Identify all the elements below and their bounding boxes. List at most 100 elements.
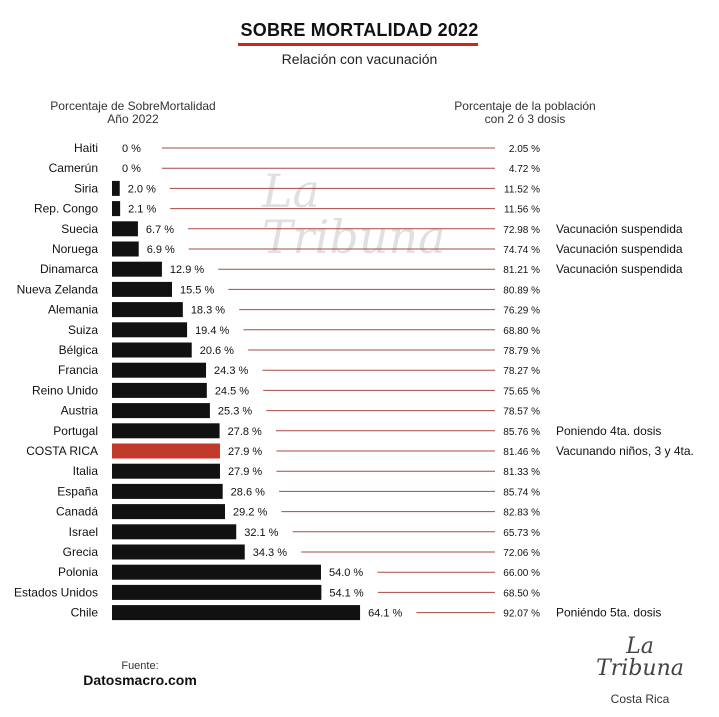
category-label: Bélgica: [59, 343, 99, 357]
mortality-bar: [112, 342, 192, 358]
vaccination-value-label: 80.89 %: [503, 285, 540, 296]
category-label: Chile: [71, 606, 99, 620]
mortality-bar: [112, 362, 207, 378]
category-label: Portugal: [53, 424, 98, 438]
mortality-bar: [112, 584, 322, 600]
mortality-bar: [112, 564, 321, 580]
mortality-bar: [112, 302, 183, 318]
mortality-value-label: 2.0 %: [128, 183, 156, 195]
page-title: SOBRE MORTALIDAD 2022: [240, 20, 479, 40]
category-label: España: [57, 484, 98, 498]
mortality-bar: [112, 524, 237, 540]
category-label: Siria: [74, 181, 98, 195]
mortality-value-label: 54.1 %: [329, 587, 363, 599]
category-label: Noruega: [52, 242, 98, 256]
publisher-logo: La Tribuna: [580, 636, 700, 680]
mortality-value-label: 12.9 %: [170, 264, 204, 276]
mortality-bar: [112, 483, 223, 499]
row-note: Vacunación suspendida: [556, 242, 683, 256]
vaccination-value-label: 68.50 %: [503, 588, 540, 599]
category-label: Rep. Congo: [34, 202, 98, 216]
mortality-bar: [112, 605, 361, 621]
vaccination-value-label: 66.00 %: [503, 568, 540, 579]
category-label: Italia: [73, 464, 99, 478]
row-note: Vacunando niños, 3 y 4ta.: [556, 444, 694, 458]
category-label: Reino Unido: [32, 383, 98, 397]
category-label: Suiza: [68, 323, 98, 337]
category-label: COSTA RICA: [26, 444, 98, 458]
mortality-bar: [112, 403, 210, 419]
vaccination-value-label: 81.46 %: [503, 447, 540, 458]
source-block: Fuente: Datosmacro.com: [75, 660, 205, 688]
mortality-bar: [112, 180, 120, 196]
mortality-value-label: 0 %: [122, 143, 141, 155]
category-label: Nueva Zelanda: [17, 282, 99, 296]
vaccination-value-label: 81.21 %: [503, 265, 540, 276]
category-label: Dinamarca: [40, 262, 98, 276]
left-column-header: Porcentaje de SobreMortalidad Año 2022: [50, 99, 216, 126]
category-label: Canadá: [56, 505, 98, 519]
vaccination-value-label: 2.05 %: [509, 144, 540, 155]
logo-line2: Tribuna: [596, 656, 684, 681]
mortality-value-label: 0 %: [122, 163, 141, 175]
row-note: Vacunación suspendida: [556, 262, 683, 276]
vaccination-value-label: 11.52 %: [504, 184, 540, 195]
mortality-value-label: 18.3 %: [191, 305, 225, 317]
mortality-value-label: 29.2 %: [233, 507, 267, 519]
mortality-bar: [112, 382, 207, 398]
mortality-value-label: 15.5 %: [180, 284, 214, 296]
mortality-bar: [112, 322, 188, 338]
mortality-value-label: 24.3 %: [214, 365, 248, 377]
vaccination-value-label: 72.98 %: [503, 225, 540, 236]
source-label: Fuente:: [121, 660, 159, 672]
mortality-value-label: 27.8 %: [228, 426, 262, 438]
mortality-value-label: 24.5 %: [215, 385, 249, 397]
vaccination-value-label: 82.83 %: [503, 508, 540, 519]
mortality-value-label: 6.9 %: [147, 244, 175, 256]
page-subtitle: Relación con vacunación: [281, 51, 438, 67]
mortality-value-label: 32.1 %: [244, 527, 278, 539]
mortality-bar: [112, 423, 220, 439]
category-label: Estados Unidos: [14, 585, 98, 599]
mortality-bar: [112, 221, 138, 237]
category-label: Alemania: [48, 303, 98, 317]
mortality-value-label: 27.9 %: [228, 466, 262, 478]
category-label: Polonia: [58, 565, 98, 579]
vaccination-value-label: 85.76 %: [503, 427, 540, 438]
mortality-value-label: 27.9 %: [228, 446, 262, 458]
mortality-value-label: 25.3 %: [218, 406, 252, 418]
mortality-value-label: 64.1 %: [368, 608, 402, 620]
mortality-value-label: 2.1 %: [128, 204, 156, 216]
category-label: Francia: [58, 363, 98, 377]
category-label: Haiti: [74, 141, 98, 155]
logo-line1: La: [626, 634, 654, 659]
vaccination-value-label: 92.07 %: [503, 609, 540, 620]
mortality-value-label: 20.6 %: [200, 345, 234, 357]
category-label: Grecia: [63, 545, 99, 559]
row-note: Poniéndo 5ta. dosis: [556, 606, 661, 620]
mortality-bar: [112, 281, 172, 297]
mortality-bar: [112, 201, 121, 217]
vaccination-value-label: 68.80 %: [503, 326, 540, 337]
right-column-header: Porcentaje de la población con 2 ó 3 dos…: [454, 99, 596, 126]
row-note: Poniendo 4ta. dosis: [556, 424, 661, 438]
title-underline: [238, 43, 478, 46]
mortality-bar: [112, 261, 162, 277]
vaccination-value-label: 76.29 %: [503, 306, 540, 317]
vaccination-value-label: 78.57 %: [503, 407, 540, 418]
mortality-bar: [112, 504, 226, 520]
vaccination-value-label: 78.27 %: [503, 366, 540, 377]
mortality-value-label: 19.4 %: [195, 325, 229, 337]
category-label: Austria: [61, 404, 99, 418]
vaccination-value-label: 85.74 %: [503, 487, 540, 498]
mortality-bar: [112, 443, 220, 459]
mortality-value-label: 6.7 %: [146, 224, 174, 236]
category-label: Suecia: [61, 222, 98, 236]
vaccination-value-label: 72.06 %: [503, 548, 540, 559]
vaccination-value-label: 4.72 %: [509, 164, 540, 175]
source-value: Datosmacro.com: [83, 672, 197, 688]
mortality-bar: [112, 241, 139, 257]
mortality-bar: [112, 463, 220, 479]
vaccination-value-label: 11.56 %: [504, 205, 540, 216]
